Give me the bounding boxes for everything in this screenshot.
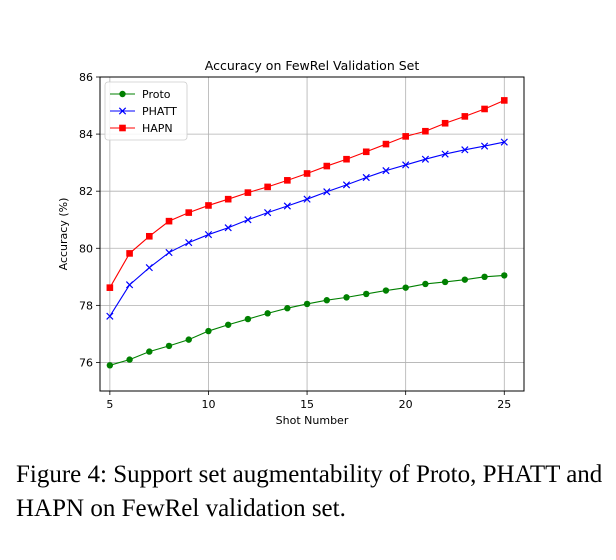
data-point-proto [146, 348, 153, 355]
series-hapn [106, 97, 508, 291]
series-phatt [106, 138, 508, 320]
data-point-hapn [303, 170, 311, 177]
data-point-hapn [185, 209, 193, 216]
data-point-phatt [145, 264, 153, 272]
series-group [106, 97, 508, 369]
data-point-phatt [461, 146, 469, 154]
data-point-phatt [500, 138, 508, 146]
data-point-hapn [146, 232, 153, 240]
legend-label-proto: Proto [142, 88, 171, 101]
data-point-proto [244, 315, 252, 323]
data-point-hapn [481, 105, 488, 113]
data-point-proto [126, 356, 133, 363]
data-point-proto [165, 342, 173, 350]
data-point-proto [205, 327, 212, 335]
data-point-hapn [224, 195, 232, 203]
data-point-proto [363, 290, 370, 298]
x-tick-label: 25 [497, 398, 511, 411]
data-point-phatt [362, 173, 370, 182]
legend-label-hapn: HAPN [142, 122, 173, 135]
data-point-hapn [343, 155, 350, 163]
data-point-proto [461, 276, 469, 283]
data-point-hapn [106, 284, 114, 291]
y-tick-label: 80 [79, 242, 93, 255]
data-point-proto [284, 305, 291, 312]
data-point-phatt [402, 161, 410, 169]
data-point-phatt [224, 224, 232, 232]
data-point-phatt [421, 155, 430, 163]
data-point-phatt [264, 208, 272, 217]
data-point-hapn [500, 97, 508, 104]
data-point-proto [422, 280, 429, 288]
legend-marker-proto [119, 90, 126, 98]
data-point-proto [185, 336, 192, 343]
y-tick-label: 84 [79, 128, 93, 141]
data-point-hapn [323, 162, 331, 170]
data-point-proto [501, 272, 508, 279]
chart-title: Accuracy on FewRel Validation Set [205, 58, 420, 73]
data-point-phatt [244, 216, 252, 224]
data-point-phatt [480, 142, 489, 150]
data-point-hapn [461, 113, 469, 120]
data-point-phatt [106, 312, 114, 320]
data-point-phatt [165, 248, 173, 257]
data-point-proto [264, 310, 271, 317]
data-point-hapn [244, 189, 252, 196]
data-point-proto [402, 284, 409, 291]
data-point-proto [481, 273, 488, 281]
data-point-phatt [441, 150, 449, 158]
x-axis-ticks: 5 10 15 20 25 [106, 391, 511, 411]
data-point-hapn [205, 202, 212, 209]
data-point-hapn [165, 217, 173, 225]
legend-marker-hapn [119, 124, 126, 132]
data-point-hapn [264, 183, 271, 191]
data-point-proto [106, 362, 114, 369]
data-point-hapn [382, 140, 390, 148]
x-axis-label: Shot Number [276, 414, 349, 427]
x-tick-label: 10 [201, 398, 215, 411]
data-point-hapn [362, 148, 370, 156]
y-tick-label: 76 [79, 356, 93, 369]
data-point-phatt [185, 238, 193, 247]
data-point-phatt [303, 195, 311, 203]
data-point-proto [382, 287, 390, 294]
data-point-phatt [125, 281, 134, 289]
data-point-hapn [284, 177, 291, 184]
data-point-proto [224, 321, 232, 328]
data-point-hapn [402, 133, 409, 140]
data-point-hapn [126, 250, 133, 257]
legend: Proto PHATT HAPN [104, 81, 188, 141]
y-tick-label: 82 [79, 185, 93, 198]
data-point-proto [323, 297, 330, 304]
data-point-proto [303, 300, 311, 308]
x-tick-label: 15 [300, 398, 314, 411]
data-point-phatt [204, 230, 213, 239]
data-point-hapn [441, 119, 449, 127]
x-tick-label: 20 [399, 398, 413, 411]
figure-caption: Figure 4: Support set augmentability of … [16, 461, 603, 522]
data-point-phatt [342, 181, 351, 189]
y-axis-label: Accuracy (%) [57, 198, 70, 271]
data-point-phatt [283, 202, 291, 210]
y-tick-label: 78 [79, 299, 93, 312]
y-tick-label: 86 [79, 71, 93, 84]
plot-frame [99, 76, 525, 392]
accuracy-line-chart: Accuracy on FewRel Validation Set 76 78 80… [57, 58, 525, 427]
data-point-proto [441, 278, 449, 286]
data-point-phatt [382, 167, 390, 175]
data-point-hapn [422, 127, 429, 135]
data-point-proto [343, 294, 350, 301]
series-proto [106, 272, 508, 369]
legend-marker-phatt [118, 107, 127, 115]
data-point-phatt [323, 188, 331, 196]
y-axis-ticks: 76 78 80 82 84 86 [79, 71, 100, 369]
legend-label-phatt: PHATT [142, 105, 177, 118]
x-tick-label: 5 [106, 398, 113, 411]
